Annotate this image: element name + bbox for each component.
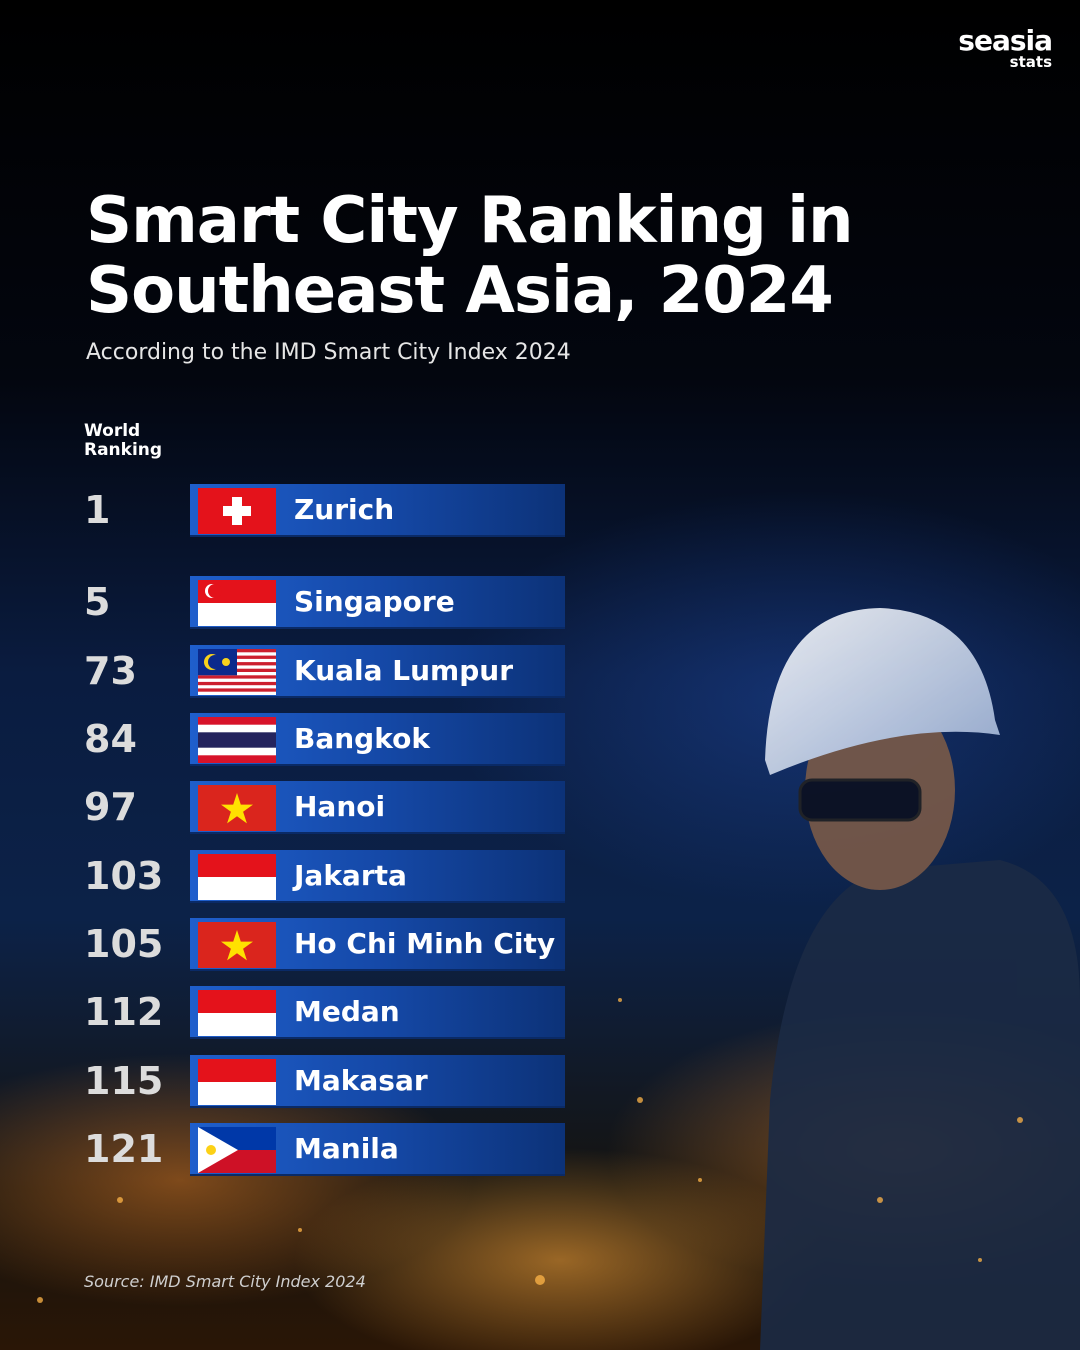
row-bar: Kuala Lumpur — [190, 645, 565, 698]
engineer-illustration — [760, 608, 1080, 1350]
city-name: Medan — [294, 995, 400, 1028]
row-bar: Hanoi — [190, 781, 565, 834]
flag — [198, 854, 276, 900]
city-name: Hanoi — [294, 790, 386, 823]
row-bar: Singapore — [190, 576, 565, 629]
city-name: Ho Chi Minh City — [294, 927, 556, 960]
rank: 105 — [84, 922, 164, 966]
flag — [198, 488, 276, 534]
rank: 5 — [84, 580, 111, 624]
rank: 103 — [84, 854, 164, 898]
city-name: Bangkok — [294, 722, 430, 755]
column-header: World Ranking — [84, 421, 163, 460]
flag — [198, 649, 276, 695]
brand-sub: stats — [1009, 53, 1052, 71]
flag — [198, 785, 276, 831]
city-name: Singapore — [294, 585, 455, 618]
city-lights — [37, 998, 1023, 1303]
city-name: Makasar — [294, 1064, 428, 1097]
flag — [198, 922, 276, 968]
row-bar: Zurich — [190, 484, 565, 537]
row-bar: Ho Chi Minh City — [190, 918, 565, 971]
rank: 97 — [84, 785, 137, 829]
flag — [198, 580, 276, 626]
rank: 115 — [84, 1059, 164, 1103]
rank: 1 — [84, 488, 111, 532]
brand: seasia — [958, 24, 1053, 57]
rank: 84 — [84, 717, 137, 761]
row-bar: Manila — [190, 1123, 565, 1176]
city-name: Jakarta — [294, 859, 407, 892]
subtitle: According to the IMD Smart City Index 20… — [86, 340, 571, 365]
flag — [198, 1127, 276, 1173]
row-bar: Makasar — [190, 1055, 565, 1108]
source: Source: IMD Smart City Index 2024 — [84, 1272, 366, 1291]
flag — [198, 1059, 276, 1105]
rank: 112 — [84, 990, 164, 1034]
row-bar: Bangkok — [190, 713, 565, 766]
flag — [198, 990, 276, 1036]
city-name: Zurich — [294, 493, 395, 526]
flag — [198, 717, 276, 763]
row-bar: Jakarta — [190, 850, 565, 903]
rank: 73 — [84, 649, 137, 693]
title: Smart City Ranking in Southeast Asia, 20… — [86, 184, 854, 328]
rank: 121 — [84, 1127, 164, 1171]
city-name: Manila — [294, 1132, 399, 1165]
row-bar: Medan — [190, 986, 565, 1039]
city-name: Kuala Lumpur — [294, 654, 514, 687]
